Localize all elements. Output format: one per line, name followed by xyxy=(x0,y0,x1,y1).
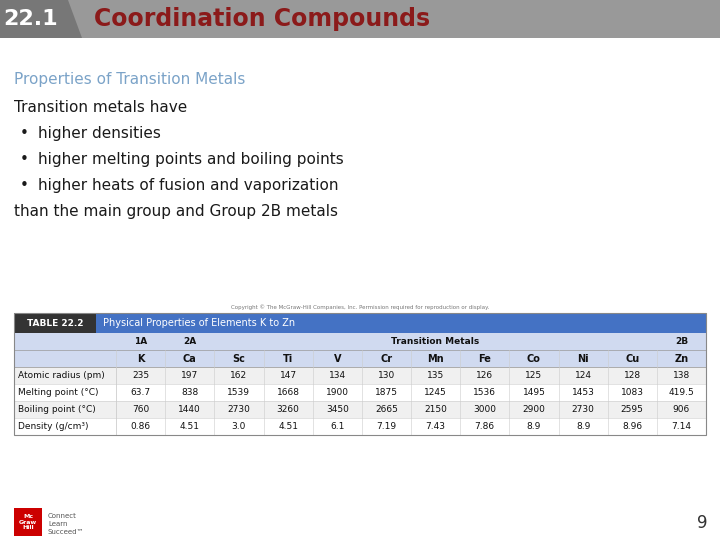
Text: 1453: 1453 xyxy=(572,388,595,397)
Text: 4.51: 4.51 xyxy=(278,422,298,431)
Text: 2150: 2150 xyxy=(424,405,447,414)
Text: •: • xyxy=(20,178,29,193)
Text: Physical Properties of Elements K to Zn: Physical Properties of Elements K to Zn xyxy=(103,318,295,328)
Text: Sc: Sc xyxy=(233,354,246,363)
Text: higher densities: higher densities xyxy=(38,126,161,141)
Text: 2B: 2B xyxy=(675,337,688,346)
Text: 9: 9 xyxy=(698,514,708,532)
Bar xyxy=(14,508,42,536)
Text: K: K xyxy=(137,354,144,363)
Text: 162: 162 xyxy=(230,371,248,380)
Text: Density (g/cm³): Density (g/cm³) xyxy=(18,422,89,431)
Text: 2900: 2900 xyxy=(523,405,545,414)
Bar xyxy=(14,418,706,435)
Text: 1A: 1A xyxy=(134,337,147,346)
Text: 1495: 1495 xyxy=(523,388,545,397)
Text: 7.19: 7.19 xyxy=(377,422,397,431)
Text: Ca: Ca xyxy=(183,354,197,363)
Text: 63.7: 63.7 xyxy=(130,388,150,397)
Bar xyxy=(14,333,706,350)
Text: Zn: Zn xyxy=(675,354,688,363)
Text: 147: 147 xyxy=(279,371,297,380)
Bar xyxy=(14,313,706,435)
Text: higher heats of fusion and vaporization: higher heats of fusion and vaporization xyxy=(38,178,338,193)
Text: 126: 126 xyxy=(476,371,493,380)
Text: 3260: 3260 xyxy=(276,405,300,414)
Text: 7.14: 7.14 xyxy=(672,422,691,431)
Text: 4.51: 4.51 xyxy=(180,422,199,431)
Text: Atomic radius (pm): Atomic radius (pm) xyxy=(18,371,104,380)
Text: Co: Co xyxy=(527,354,541,363)
Text: 7.43: 7.43 xyxy=(426,422,446,431)
Text: Transition Metals: Transition Metals xyxy=(392,337,480,346)
Text: Ti: Ti xyxy=(283,354,293,363)
Text: TABLE 22.2: TABLE 22.2 xyxy=(27,319,84,327)
Text: 1875: 1875 xyxy=(375,388,398,397)
Text: 130: 130 xyxy=(378,371,395,380)
Text: Properties of Transition Metals: Properties of Transition Metals xyxy=(14,72,246,87)
Text: •: • xyxy=(20,152,29,167)
Text: •: • xyxy=(20,126,29,141)
Text: 3450: 3450 xyxy=(326,405,348,414)
Text: Cr: Cr xyxy=(380,354,392,363)
Text: 134: 134 xyxy=(329,371,346,380)
Text: Fe: Fe xyxy=(478,354,491,363)
Text: 1083: 1083 xyxy=(621,388,644,397)
Text: 1539: 1539 xyxy=(228,388,251,397)
Text: Succeed™: Succeed™ xyxy=(48,529,84,535)
Text: 2730: 2730 xyxy=(228,405,251,414)
Text: Learn: Learn xyxy=(48,521,68,527)
Text: Melting point (°C): Melting point (°C) xyxy=(18,388,99,397)
Text: 906: 906 xyxy=(672,405,690,414)
Text: 135: 135 xyxy=(427,371,444,380)
Text: 0.86: 0.86 xyxy=(130,422,150,431)
Text: 22.1: 22.1 xyxy=(4,9,58,29)
Text: 1536: 1536 xyxy=(473,388,496,397)
Bar xyxy=(0,0,720,38)
Bar xyxy=(14,384,706,401)
Text: 1668: 1668 xyxy=(276,388,300,397)
Text: 760: 760 xyxy=(132,405,149,414)
Text: 8.9: 8.9 xyxy=(527,422,541,431)
Text: Boiling point (°C): Boiling point (°C) xyxy=(18,405,96,414)
Text: 197: 197 xyxy=(181,371,199,380)
Text: 2A: 2A xyxy=(183,337,197,346)
Text: 1440: 1440 xyxy=(179,405,201,414)
Text: 235: 235 xyxy=(132,371,149,380)
Text: Mn: Mn xyxy=(427,354,444,363)
Text: 2730: 2730 xyxy=(572,405,595,414)
Text: Coordination Compounds: Coordination Compounds xyxy=(94,7,430,31)
Text: than the main group and Group 2B metals: than the main group and Group 2B metals xyxy=(14,204,338,219)
Text: 3.0: 3.0 xyxy=(232,422,246,431)
Bar xyxy=(14,313,96,333)
Text: 1900: 1900 xyxy=(325,388,348,397)
Bar xyxy=(96,313,706,333)
Text: 6.1: 6.1 xyxy=(330,422,344,431)
Text: 2595: 2595 xyxy=(621,405,644,414)
Bar xyxy=(14,401,706,418)
Text: V: V xyxy=(333,354,341,363)
Text: 419.5: 419.5 xyxy=(669,388,694,397)
Text: Transition metals have: Transition metals have xyxy=(14,100,187,115)
Text: 8.96: 8.96 xyxy=(622,422,642,431)
Text: Connect: Connect xyxy=(48,513,77,519)
Text: 838: 838 xyxy=(181,388,199,397)
Text: Cu: Cu xyxy=(625,354,639,363)
Bar xyxy=(14,350,706,367)
Text: 7.86: 7.86 xyxy=(474,422,495,431)
Text: 2665: 2665 xyxy=(375,405,398,414)
Bar xyxy=(14,367,706,384)
Text: Ni: Ni xyxy=(577,354,589,363)
Text: Mc
Graw
Hill: Mc Graw Hill xyxy=(19,514,37,530)
Text: 125: 125 xyxy=(526,371,542,380)
Text: Copyright © The McGraw-Hill Companies, Inc. Permission required for reproduction: Copyright © The McGraw-Hill Companies, I… xyxy=(231,305,489,310)
Text: 3000: 3000 xyxy=(473,405,496,414)
Text: 1245: 1245 xyxy=(424,388,447,397)
Text: higher melting points and boiling points: higher melting points and boiling points xyxy=(38,152,343,167)
Text: 138: 138 xyxy=(672,371,690,380)
Text: 8.9: 8.9 xyxy=(576,422,590,431)
Text: 128: 128 xyxy=(624,371,641,380)
Polygon shape xyxy=(0,0,82,38)
Text: 124: 124 xyxy=(575,371,592,380)
